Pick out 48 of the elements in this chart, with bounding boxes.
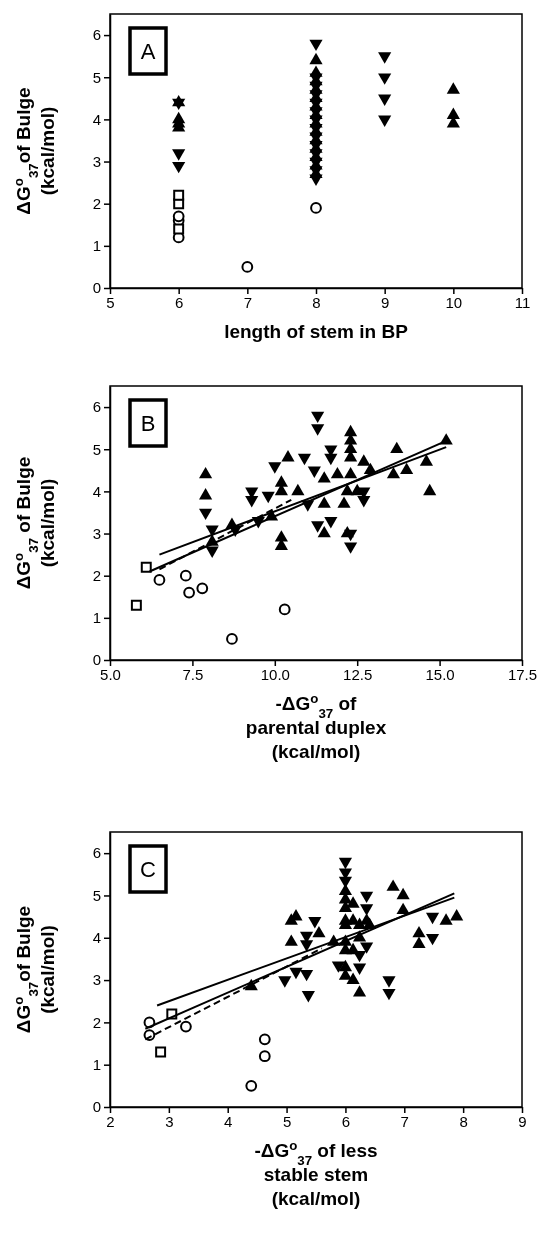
x-axis-title: -ΔG$^{o}$$_{37}$ of parental duplex (kcal/mol) (245, 690, 387, 762)
y-tick-label: 0 (92, 651, 101, 669)
y-tick-label: 3 (92, 152, 101, 170)
x-tick-label: 10.0 (260, 665, 290, 683)
x-tick-label: 7 (243, 293, 253, 311)
x-tick-label: 12.5 (343, 665, 373, 683)
y-tick-label: 2 (92, 1013, 101, 1031)
x-tick-label: 17.5 (507, 665, 538, 683)
x-tick-label: 2 (106, 1112, 115, 1130)
x-tick-label: 4 (224, 1112, 233, 1130)
x-tick-label: 6 (174, 293, 184, 311)
y-tick-label: 2 (92, 194, 101, 212)
x-tick-label: 3 (165, 1112, 174, 1130)
y-tick-label: 0 (92, 279, 101, 297)
y-tick-label: 3 (92, 524, 101, 542)
y-tick-label: 3 (92, 971, 101, 989)
y-tick-label: 5 (92, 440, 101, 458)
y-tick-label: 6 (92, 844, 101, 862)
y-tick-label: 1 (92, 237, 101, 255)
x-tick-label: 9 (380, 293, 390, 311)
x-tick-label: 11 (514, 293, 531, 311)
y-tick-label: 6 (92, 398, 101, 416)
annotation: B (140, 411, 156, 436)
y-tick-label: 2 (92, 566, 101, 584)
x-axis-title: length of stem in BP (224, 321, 409, 342)
x-tick-label: 5 (106, 293, 115, 311)
x-tick-label: 7.5 (182, 665, 204, 683)
y-tick-label: 0 (92, 1098, 101, 1116)
y-tick-label: 4 (92, 110, 101, 128)
x-tick-label: 9 (518, 1112, 527, 1130)
x-tick-label: 15.0 (425, 665, 455, 683)
y-tick-label: 5 (92, 886, 101, 904)
x-tick-label: 6 (341, 1112, 351, 1130)
annotation: A (140, 39, 156, 64)
y-tick-label: 5 (92, 68, 101, 86)
annotation: C (140, 857, 157, 882)
x-axis-title: -ΔG$^{o}$$_{37}$ of less stable stem (kcal/mol) (254, 1137, 378, 1209)
y-tick-label: 4 (92, 482, 101, 500)
y-tick-label: 1 (92, 1055, 101, 1073)
x-tick-label: 5 (282, 1112, 292, 1130)
x-tick-label: 10 (445, 293, 463, 311)
x-tick-label: 8 (459, 1112, 468, 1130)
y-tick-label: 4 (92, 929, 101, 947)
x-tick-label: 8 (312, 293, 321, 311)
x-tick-label: 7 (400, 1112, 409, 1130)
x-tick-label: 5.0 (100, 665, 121, 683)
y-tick-label: 6 (92, 26, 101, 44)
y-tick-label: 1 (92, 609, 101, 627)
